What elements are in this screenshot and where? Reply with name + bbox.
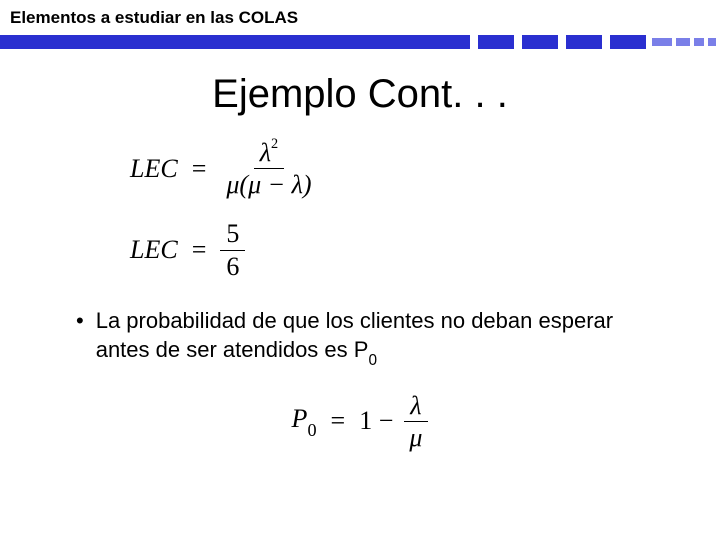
lec-general-den: μ(μ − λ) [220, 169, 317, 200]
lec-numeric-den: 6 [220, 251, 245, 282]
lec-numeric-num: 5 [220, 218, 245, 250]
bar-segment-small [676, 38, 690, 46]
bullet-content: La probabilidad de que los clientes no d… [96, 306, 650, 370]
formula-lec-general: LEC = λ2 μ(μ − λ) [130, 137, 680, 200]
lec-general-exp: 2 [271, 136, 278, 152]
equals-sign: = [192, 235, 207, 265]
bullet-probability: • La probabilidad de que los clientes no… [70, 306, 650, 370]
bar-segment [522, 35, 558, 49]
lec-general-fraction: λ2 μ(μ − λ) [220, 137, 317, 200]
header-decorative-bar [0, 32, 720, 54]
p0-num: λ [404, 390, 427, 422]
p0-lhs: P0 [292, 404, 317, 438]
bar-segment [478, 35, 514, 49]
formula-lec-numeric: LEC = 5 6 [130, 218, 680, 281]
bar-segment [566, 35, 602, 49]
p0-fraction: λ μ [403, 390, 428, 453]
header-title: Elementos a estudiar en las COLAS [0, 0, 720, 32]
bullet-sub: 0 [368, 352, 377, 369]
p0-lhs-sub: 0 [307, 420, 316, 440]
content-area: LEC = λ2 μ(μ − λ) LEC = 5 6 • La probabi… [0, 137, 720, 453]
bar-segment-small [694, 38, 704, 46]
lec-numeric-lhs: LEC [130, 235, 178, 265]
bullet-marker: • [76, 306, 84, 370]
p0-rhs-prefix: 1 − [359, 406, 393, 436]
equals-sign: = [331, 406, 346, 436]
lec-general-lhs: LEC [130, 154, 178, 184]
bullet-text-pre: La probabilidad de que los clientes no d… [96, 308, 613, 363]
p0-den: μ [403, 422, 428, 453]
equals-sign: = [192, 154, 207, 184]
p0-lhs-main: P [292, 404, 308, 433]
bar-segment-small [708, 38, 716, 46]
slide-title: Ejemplo Cont. . . [0, 72, 720, 117]
lec-numeric-fraction: 5 6 [220, 218, 245, 281]
bar-segment-small [652, 38, 672, 46]
lec-general-num: λ [260, 138, 271, 167]
bar-main [0, 35, 470, 49]
bar-segment [610, 35, 646, 49]
formula-p0: P0 = 1 − λ μ [40, 390, 680, 453]
